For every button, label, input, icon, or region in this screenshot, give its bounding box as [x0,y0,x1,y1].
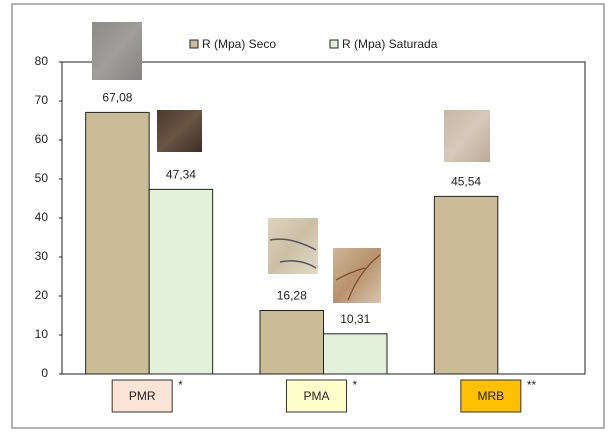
bar [85,111,150,375]
bar [323,333,388,375]
stone-photo [333,248,381,303]
category-box [111,379,173,413]
legend-swatch [329,39,339,49]
plot: 0 10 20 30 40 50 60 70 80 67,08 47,34 PMR * 16,28 10,3… [35,37,537,413]
annotation: ** [527,378,537,392]
value-label: 16,28 [277,289,307,303]
value-label: 67,08 [102,91,132,105]
stone-vein [335,254,381,301]
y-tick-label: 60 [35,132,49,146]
value-label: 47,34 [166,168,196,182]
annotation: * [353,378,358,392]
annotation: * [178,378,183,392]
y-tick-label: 20 [35,288,49,302]
bar [259,310,324,375]
stone-photo [92,22,142,80]
y-tick-label: 50 [35,171,49,185]
legend-label: R (Mpa) Saturada [342,37,438,51]
x-tick-label: PMA [303,389,329,403]
y-tick-label: 10 [35,327,49,341]
y-tick-label: 40 [35,210,49,224]
category-box [460,379,522,413]
value-label: 10,31 [340,312,370,326]
bar [148,188,214,375]
y-tick-label: 0 [41,366,48,380]
legend-swatch [189,39,199,49]
category-box [286,379,347,413]
x-tick-label: MRB [477,389,504,403]
legend-label: R (Mpa) Seco [202,37,276,51]
y-tick-label: 30 [35,249,49,263]
y-tick-label: 70 [35,93,49,107]
stone-photo [444,110,490,162]
x-tick-label: PMR [129,389,156,403]
stone-photo [157,110,202,152]
value-label: 45,54 [451,175,481,189]
bar [433,195,499,375]
stone-vein [269,238,317,269]
y-tick-label: 80 [35,54,49,68]
